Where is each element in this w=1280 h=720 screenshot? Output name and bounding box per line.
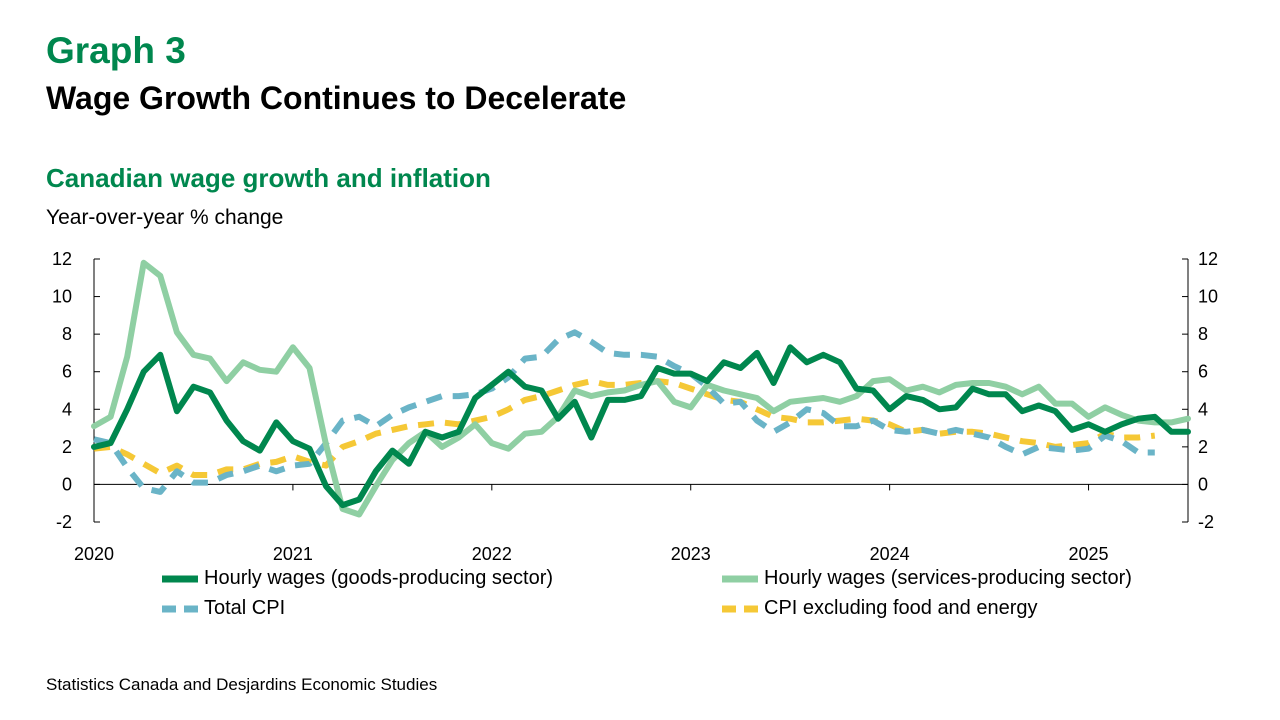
x-tick-label: 2023 [671, 544, 711, 564]
series-line-services-wages [91, 259, 1191, 518]
legend-label-goods: Hourly wages (goods-producing sector) [204, 567, 554, 589]
y-tick-label-right: 10 [1198, 287, 1218, 307]
legend-swatch-goods [162, 575, 198, 582]
y-tick-label-left: 8 [62, 324, 72, 344]
y-tick-label-left: -2 [56, 512, 72, 532]
y-tick-label-right: 12 [1198, 249, 1218, 269]
y-axis-label: Year-over-year % change [46, 206, 284, 229]
series-line-goods-wages [91, 344, 1191, 509]
legend-item-services: Hourly wages (services-producing sector) [720, 567, 1132, 590]
source-note: Statistics Canada and Desjardins Economi… [46, 675, 438, 694]
x-tick-label: 2025 [1069, 544, 1109, 564]
y-tick-label-right: 0 [1198, 474, 1208, 494]
x-tick-label: 2022 [472, 544, 512, 564]
y-tick-label-right: 2 [1198, 437, 1208, 457]
y-tick-label-left: 10 [52, 287, 72, 307]
legend-swatch-core-cpi [722, 605, 758, 612]
y-tick-label-right: 8 [1198, 324, 1208, 344]
x-tick-label: 2020 [74, 544, 114, 564]
x-tick-label: 2024 [870, 544, 910, 564]
y-tick-label-left: 12 [52, 249, 72, 269]
legend-item-total-cpi: Total CPI [160, 597, 285, 620]
legend-label-total-cpi: Total CPI [204, 597, 286, 619]
y-tick-label-left: 0 [62, 474, 72, 494]
y-tick-label-left: 2 [62, 437, 72, 457]
series-line-total-cpi [93, 329, 1155, 495]
graph-number: Graph 3 [46, 30, 186, 71]
x-tick-label: 2021 [273, 544, 313, 564]
y-tick-label-right: 6 [1198, 362, 1208, 382]
chart-series-lines [91, 259, 1191, 518]
y-tick-label-left: 4 [62, 399, 72, 419]
chart-axes: -2 -2 0 0 2 2 4 4 6 6 8 8 10 10 12 12 2020 2021 2022 2023 20… [52, 249, 1218, 564]
legend-item-core-cpi: CPI excluding food and energy [720, 597, 1038, 620]
legend-swatch-total-cpi [162, 605, 198, 612]
chart-legend: Hourly wages (goods-producing sector) Ho… [160, 567, 1180, 627]
legend-item-goods: Hourly wages (goods-producing sector) [160, 567, 553, 590]
y-tick-label-right: 4 [1198, 399, 1208, 419]
page-title: Wage Growth Continues to Decelerate [46, 80, 627, 116]
legend-label-core-cpi: CPI excluding food and energy [764, 597, 1038, 619]
y-tick-label-right: -2 [1198, 512, 1214, 532]
legend-swatch-services [722, 575, 758, 582]
legend-label-services: Hourly wages (services-producing sector) [764, 567, 1132, 589]
chart-title: Canadian wage growth and inflation [46, 163, 491, 193]
y-tick-label-left: 6 [62, 362, 72, 382]
